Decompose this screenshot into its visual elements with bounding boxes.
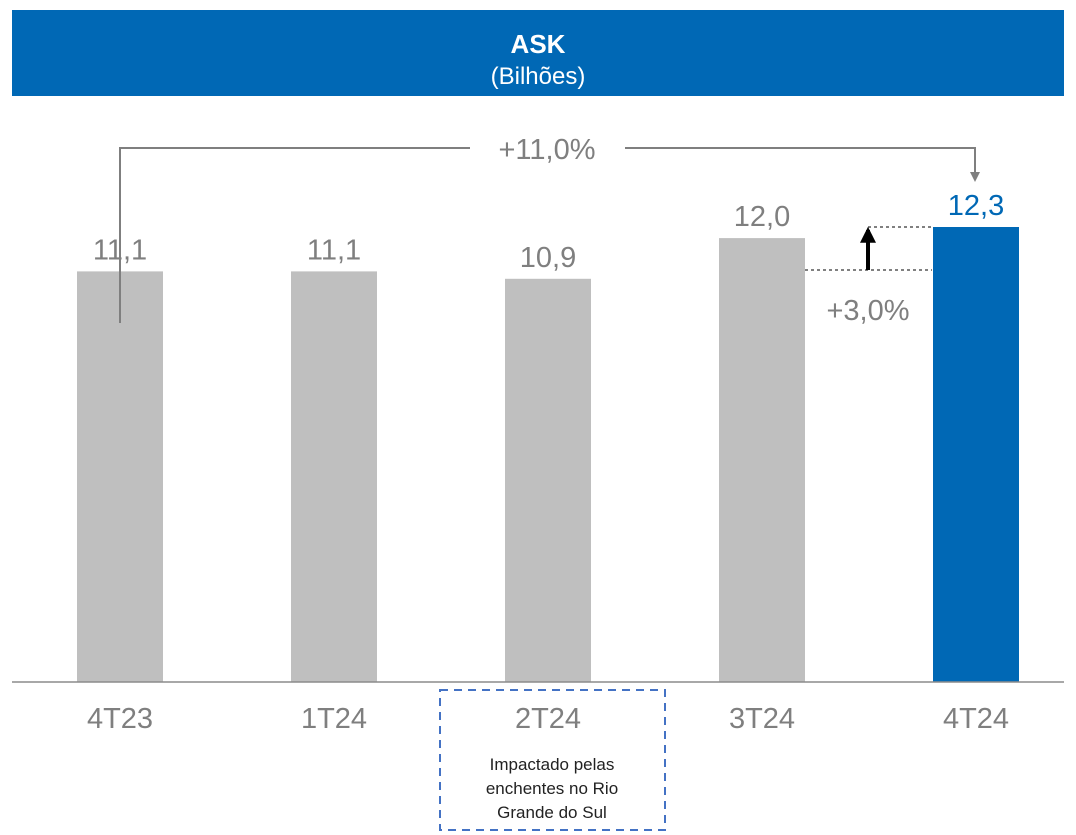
- flood-note-box: [439, 689, 666, 831]
- total-growth-label: +11,0%: [498, 134, 595, 166]
- total-growth-bracket: +11,0%: [119, 134, 980, 323]
- step-growth-annotation: +3,0%: [805, 226, 932, 327]
- category-label-3t24: 3T24: [729, 703, 795, 735]
- flood-note-line-2: enchentes no Rio: [486, 779, 618, 798]
- flood-note-line-1: Impactado pelas: [490, 755, 615, 774]
- category-labels-group: 4T23 1T24 2T24 3T24 4T24: [87, 703, 1009, 735]
- category-label-2t24: 2T24: [515, 703, 581, 735]
- category-label-4t23: 4T23: [87, 703, 153, 735]
- chart-header: ASK (Bilhões): [12, 10, 1064, 96]
- value-label-3t24: 12,0: [734, 201, 790, 233]
- value-labels-group: 11,1 11,1 10,912,0 12,3: [93, 190, 1004, 274]
- bar-4t23: [77, 271, 163, 682]
- bar-3t24: [719, 238, 805, 682]
- value-label-1t24: 11,1: [307, 234, 361, 266]
- bar-4t24: [933, 227, 1019, 682]
- chart-subtitle: (Bilhões): [490, 63, 586, 90]
- value-label-2t24: 10,9: [520, 242, 576, 274]
- bar-1t24: [291, 271, 377, 682]
- step-growth-label: +3,0%: [826, 295, 909, 327]
- category-label-1t24: 1T24: [301, 703, 367, 735]
- bars-group: [77, 227, 1019, 682]
- flood-note-line-3: Grande do Sul: [497, 803, 607, 822]
- chart-title: ASK: [510, 29, 566, 59]
- category-label-4t24: 4T24: [943, 703, 1009, 735]
- bar-2t24: [505, 278, 591, 682]
- flood-note: Impactado pelas enchentes no Rio Grande …: [439, 689, 666, 831]
- total-growth-connector-left: [119, 147, 470, 323]
- value-label-4t24: 12,3: [948, 190, 1004, 222]
- total-growth-connector-right: [625, 147, 980, 182]
